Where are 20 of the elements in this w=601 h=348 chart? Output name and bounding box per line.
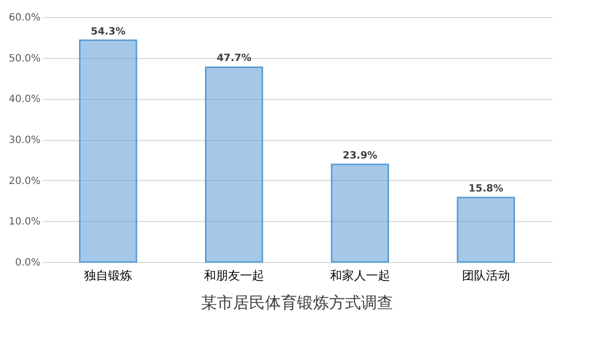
bar bbox=[204, 66, 264, 263]
y-tick-label: 20.0% bbox=[8, 176, 40, 187]
bar bbox=[456, 196, 515, 263]
x-tick-label: 和家人一起 bbox=[330, 268, 390, 282]
data-label: 15.8% bbox=[468, 183, 504, 194]
y-tick-label: 60.0% bbox=[8, 12, 40, 24]
y-tick-label: 10.0% bbox=[8, 216, 40, 228]
data-label: 54.3% bbox=[90, 26, 126, 38]
bar bbox=[79, 40, 138, 263]
data-label: 23.9% bbox=[342, 150, 378, 162]
y-tick-label: 40.0% bbox=[8, 94, 40, 106]
text: 某市居民体育锻炼方式调查 bbox=[201, 293, 393, 312]
y-tick-label: 50.0% bbox=[8, 53, 40, 64]
data-label: 47.7% bbox=[216, 53, 252, 64]
y-tick-label: 0.0% bbox=[15, 258, 40, 268]
y-tick-label: 30.0% bbox=[8, 135, 40, 146]
x-tick-label: 和朋友一起 bbox=[204, 268, 264, 282]
bar bbox=[330, 164, 390, 263]
x-tick-label: 团队活动 bbox=[462, 268, 510, 282]
x-tick-label: 独自锻炼 bbox=[84, 268, 132, 282]
